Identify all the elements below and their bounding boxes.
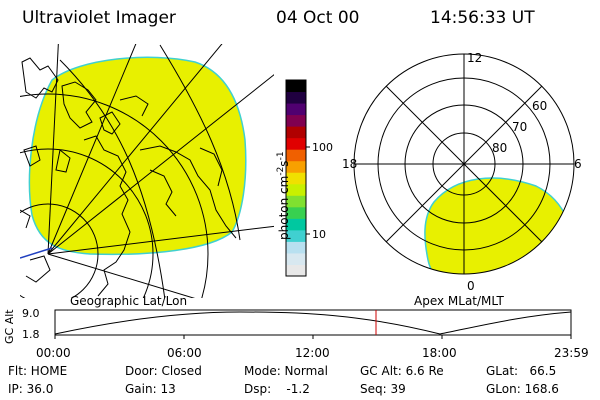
- colorbar-segment: [286, 183, 306, 196]
- geo-map-label: Geographic Lat/Lon: [70, 294, 188, 308]
- geo-lon-line: [47, 44, 223, 255]
- polar-diag-line: [385, 85, 543, 243]
- colorbar-segment: [286, 114, 306, 127]
- colorbar-segment: [286, 172, 306, 185]
- colorbar-unit-mid: s: [277, 160, 291, 167]
- mlat-label-60: 60: [532, 99, 547, 113]
- colorbar-tick-high: 100: [312, 141, 333, 154]
- gain-status: Gain: 13: [125, 382, 176, 396]
- timeline-x-tick-0: 00:00: [36, 346, 71, 360]
- colorbar-segment: [286, 206, 306, 219]
- geo-lon-line: [47, 225, 274, 255]
- mlt-label-right: 6: [574, 157, 582, 171]
- colorbar-segment: [286, 126, 306, 139]
- geo-lon-line: [47, 74, 274, 255]
- geo-lon-line: [47, 253, 196, 298]
- mlt-label-left: 18: [342, 157, 357, 171]
- polar-aurora-fill: [424, 177, 574, 274]
- colorbar-segment: [286, 160, 306, 173]
- colorbar-unit-label: photon cm-2s-1: [276, 151, 291, 240]
- dsp-status: Dsp: -1.2: [244, 382, 310, 396]
- colorbar-unit-base: photon cm: [277, 175, 291, 240]
- colorbar-segment: [286, 252, 306, 265]
- time-label: 14:56:33 UT: [430, 8, 535, 28]
- polar-plot: 12 18 6 0 60 70 80: [342, 51, 582, 293]
- colorbar-segment: [286, 195, 306, 208]
- geo-lat-curve: [59, 59, 166, 298]
- gc-alt-status: GC Alt: 6.6 Re: [360, 364, 444, 378]
- mode-status: Mode: Normal: [244, 364, 328, 378]
- colorbar-segment: [286, 241, 306, 254]
- geo-lat-circle: [20, 93, 209, 298]
- geo-lon-line: [47, 44, 137, 255]
- colorbar-frame: [285, 79, 307, 277]
- timeline-y-bottom: 1.8: [22, 328, 40, 341]
- colorbar-unit-exp1: -2: [276, 166, 286, 176]
- geo-lon-line: [47, 44, 59, 255]
- ip-status: IP: 36.0: [8, 382, 54, 396]
- geo-lat-curve: [159, 44, 241, 241]
- timeline-ylabel: GC Alt: [3, 309, 16, 344]
- geo-lat-circle: [20, 148, 154, 298]
- colorbar-segment: [286, 218, 306, 231]
- door-status: Door: Closed: [125, 364, 202, 378]
- mlat-label-70: 70: [512, 120, 527, 134]
- altitude-curve: [54, 311, 572, 335]
- geo-aurora-fill: [28, 56, 247, 256]
- mlt-label-bottom: 0: [467, 279, 475, 293]
- colorbar-segment: [286, 103, 306, 116]
- colorbar-segment: [286, 91, 306, 104]
- timeline-x-tick-1: 06:00: [167, 346, 202, 360]
- timeline-x-tick-4: 23:59: [554, 346, 589, 360]
- flight-status: Flt: HOME: [8, 364, 68, 378]
- timeline-x-tick-3: 18:00: [422, 346, 457, 360]
- colorbar-tick-low: 10: [312, 228, 326, 241]
- colorbar: [285, 79, 310, 277]
- polar-plot-label: Apex MLat/MLT: [414, 294, 504, 308]
- colorbar-segment: [286, 80, 306, 93]
- geo-track-line: [20, 247, 53, 259]
- timeline-x-tick-2: 12:00: [295, 346, 330, 360]
- seq-status: Seq: 39: [360, 382, 406, 396]
- mlat-label-80: 80: [492, 141, 507, 155]
- glat-status: GLat: 66.5: [486, 364, 557, 378]
- app-title: Ultraviolet Imager: [22, 8, 176, 28]
- timeline-y-top: 9.0: [22, 307, 40, 320]
- colorbar-segment: [286, 264, 306, 277]
- mlt-label-top: 12: [467, 51, 482, 65]
- geo-lat-circle: [20, 203, 99, 298]
- colorbar-segment: [286, 137, 306, 150]
- colorbar-segment: [286, 149, 306, 162]
- glon-status: GLon: 168.6: [486, 382, 559, 396]
- coastlines: [20, 57, 237, 297]
- colorbar-segment: [286, 229, 306, 242]
- date-label: 04 Oct 00: [276, 8, 360, 28]
- colorbar-unit-exp2: -1: [276, 151, 286, 161]
- altitude-timeline: 9.0 1.8 GC Alt: [3, 307, 572, 344]
